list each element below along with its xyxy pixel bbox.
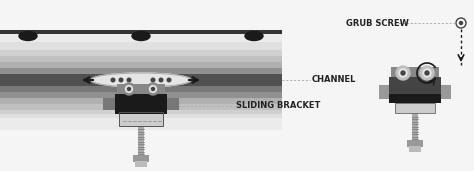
Circle shape [111, 78, 115, 82]
Bar [135, 161, 147, 167]
Bar [0, 104, 282, 110]
Bar [138, 126, 144, 156]
Bar [0, 110, 282, 116]
Bar [395, 103, 435, 113]
Ellipse shape [19, 31, 37, 41]
Bar [0, 42, 282, 50]
Bar [0, 56, 282, 62]
Bar [0, 86, 282, 92]
Circle shape [126, 86, 133, 93]
Bar [0, 118, 282, 130]
Bar [133, 155, 149, 162]
Circle shape [128, 88, 130, 90]
Bar [0, 62, 282, 68]
Ellipse shape [245, 31, 263, 41]
Circle shape [151, 78, 155, 82]
Circle shape [396, 66, 410, 80]
Bar [379, 85, 389, 99]
Bar [167, 98, 179, 110]
Bar [0, 92, 282, 98]
Circle shape [123, 83, 135, 95]
Bar [119, 112, 163, 126]
Bar [441, 85, 451, 99]
Bar [395, 103, 435, 113]
Circle shape [420, 66, 434, 80]
Circle shape [167, 78, 171, 82]
Bar [0, 30, 282, 34]
Circle shape [425, 71, 429, 75]
Bar [0, 114, 282, 122]
Ellipse shape [132, 31, 150, 41]
Bar [407, 140, 423, 147]
Circle shape [423, 69, 431, 77]
Bar [0, 98, 282, 104]
Circle shape [459, 22, 463, 24]
Bar [103, 98, 115, 110]
Bar [412, 113, 418, 141]
Circle shape [399, 69, 407, 77]
Circle shape [159, 78, 163, 82]
Ellipse shape [91, 73, 191, 87]
Circle shape [147, 83, 159, 95]
Circle shape [119, 78, 123, 82]
Bar [389, 94, 441, 103]
Bar [0, 30, 282, 42]
Bar [409, 146, 421, 152]
Bar [391, 67, 439, 79]
Text: GRUB SCREW: GRUB SCREW [346, 18, 409, 28]
Text: CHANNEL: CHANNEL [312, 76, 356, 84]
Bar [117, 84, 165, 94]
Circle shape [127, 78, 131, 82]
Bar [0, 74, 282, 86]
Bar [119, 112, 163, 126]
Bar [389, 77, 441, 95]
Bar [0, 68, 282, 74]
Bar [115, 94, 167, 114]
Bar [0, 74, 282, 80]
Circle shape [401, 71, 405, 75]
Text: SLIDING BRACKET: SLIDING BRACKET [236, 102, 320, 110]
Bar [0, 50, 282, 56]
Circle shape [149, 86, 156, 93]
Circle shape [152, 88, 155, 90]
